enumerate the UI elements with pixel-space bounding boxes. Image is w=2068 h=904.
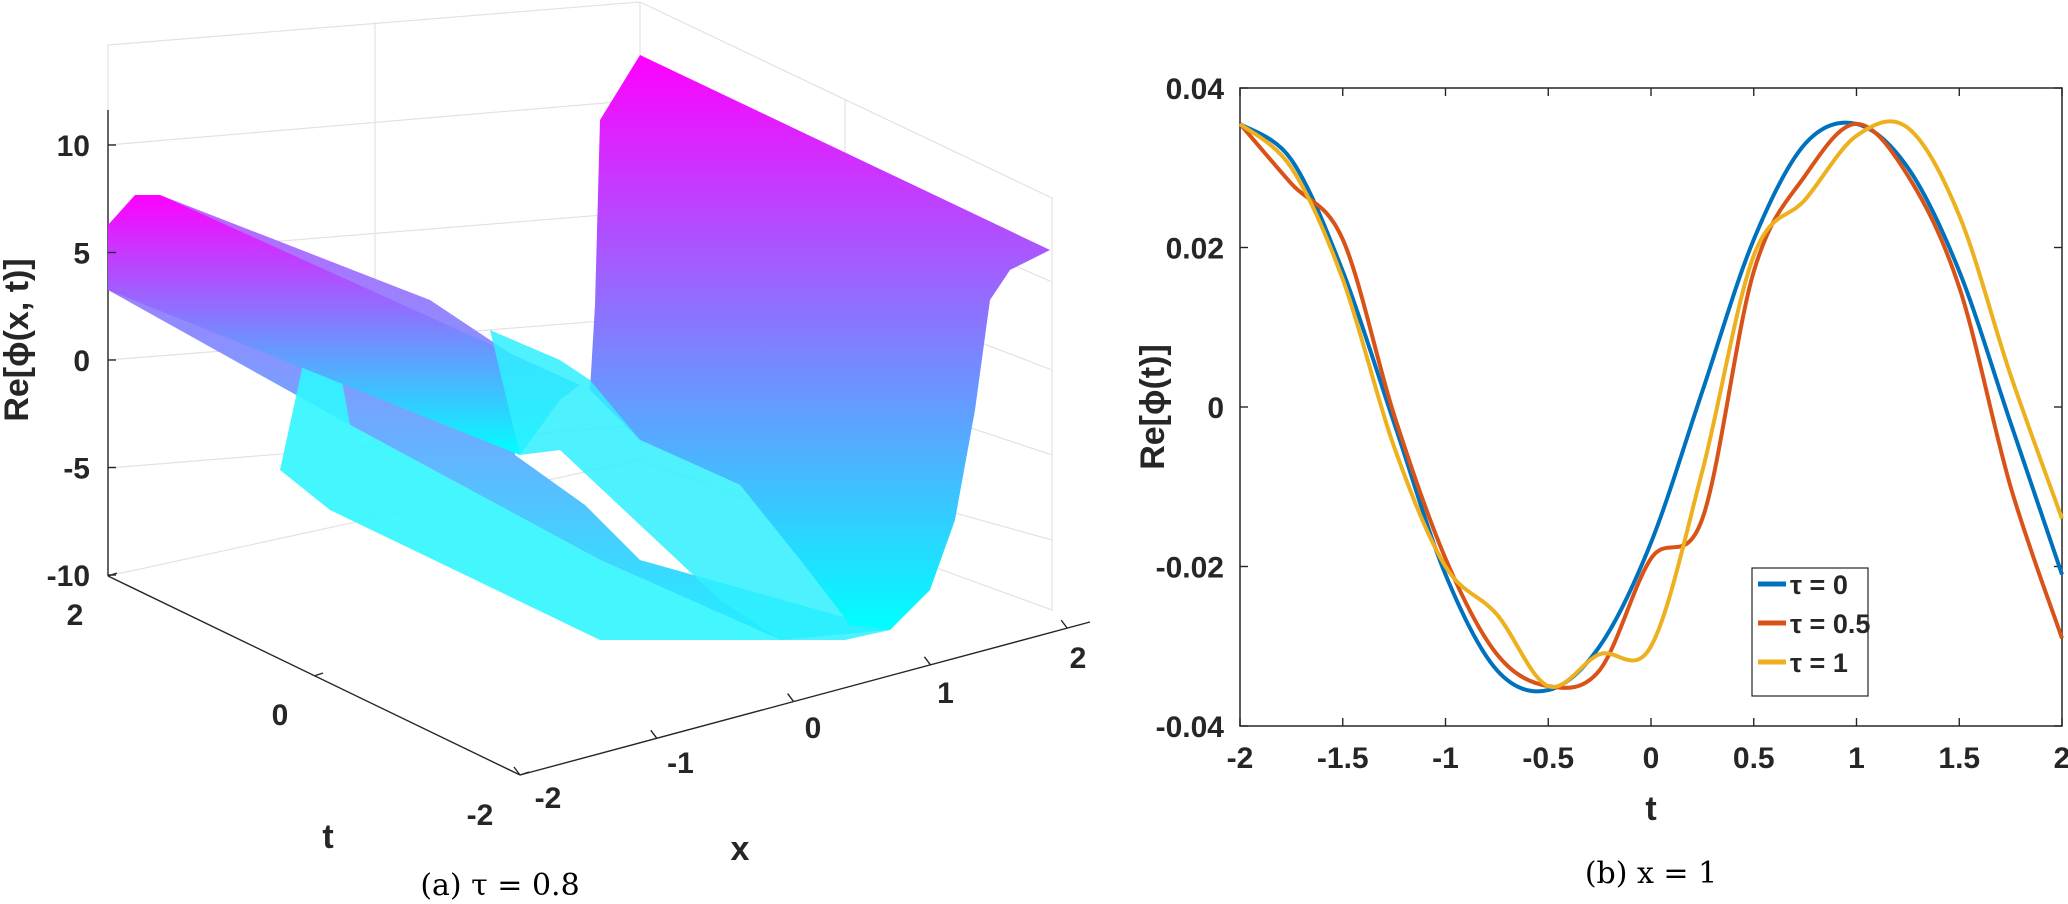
z-tick-label: -5: [63, 453, 90, 486]
y-tick-label-b: 0: [1207, 392, 1224, 425]
x-tick-label-b: 0: [1643, 742, 1660, 775]
t-axis-label: t: [322, 818, 333, 856]
legend-entry: τ = 1: [1790, 648, 1848, 678]
z-tick-label: 5: [73, 238, 90, 271]
x-axis-ticks-b: -2 -1.5 -1 -0.5 0 0.5 1 1.5 2: [1227, 88, 2068, 775]
t-axis-ticks: 2 0 -2: [67, 572, 530, 832]
legend-box: [1751, 567, 1869, 697]
caption-b: (b) x = 1: [1585, 856, 1717, 891]
x-tick-label: 2: [1070, 642, 1087, 675]
x-tick-label-b: -1: [1432, 742, 1459, 775]
x-tick-label-b: 1.5: [1938, 742, 1980, 775]
y-tick-label-b: 0.04: [1166, 73, 1225, 106]
x-tick-mark: [650, 729, 658, 739]
x-tick-mark: [1060, 619, 1068, 629]
x-tick-mark: [513, 766, 521, 776]
surface-plot: [108, 55, 1050, 640]
y-tick-label-b: -0.04: [1156, 711, 1225, 744]
legend: τ = 0 τ = 0.5 τ = 1: [1751, 567, 1870, 697]
series-lines: [1238, 119, 2064, 694]
z-axis-label: Re[ϕ(x, t)]: [0, 258, 36, 421]
t-tick-mark: [313, 672, 324, 677]
y-axis-ticks-b: 0.04 0.02 0 -0.02 -0.04: [1156, 73, 2062, 744]
z-tick-label: -10: [47, 560, 90, 593]
caption-a: (a) τ = 0.8: [420, 868, 579, 903]
series-line-2: [1238, 119, 2064, 689]
x-tick-label: 0: [805, 712, 822, 745]
t-tick-mark: [519, 771, 530, 776]
y-axis-label-b: Re[ϕ(t)]: [1134, 344, 1172, 470]
x-axis-label-b: t: [1645, 790, 1656, 828]
x-tick-mark: [923, 656, 931, 666]
panel-b-line-plot: -2 -1.5 -1 -0.5 0 0.5 1 1.5 2 0.04 0.02 0 -0.02 -0.0…: [1134, 73, 2068, 891]
series-line-0: [1238, 120, 2064, 694]
x-tick-label-b: -0.5: [1522, 742, 1574, 775]
t-tick-label: -2: [467, 799, 494, 832]
legend-entry: τ = 0.5: [1790, 609, 1870, 639]
x-axis-ticks: -2 -1 0 1 2: [513, 619, 1087, 815]
x-tick-label-b: 1: [1848, 742, 1865, 775]
z-tick-label: 0: [73, 345, 90, 378]
series-line-1: [1238, 121, 2064, 690]
x-tick-label-b: -1.5: [1317, 742, 1369, 775]
t-tick-label: 2: [67, 599, 84, 632]
x-tick-label-b: 2: [2054, 742, 2068, 775]
x-tick-label: -1: [667, 747, 694, 780]
x-tick-label: 1: [937, 677, 954, 710]
x-axis-label: x: [731, 830, 750, 868]
t-tick-label: 0: [272, 699, 289, 732]
t-tick-mark: [107, 572, 118, 577]
legend-entry: τ = 0: [1790, 570, 1848, 600]
x-tick-label-b: -2: [1227, 742, 1254, 775]
x-tick-label: -2: [535, 782, 562, 815]
plot-area: [1239, 87, 2063, 727]
z-axis-ticks: 10 5 0 -5 -10: [47, 130, 116, 593]
x-tick-label-b: 0.5: [1733, 742, 1775, 775]
x-tick-mark: [787, 693, 795, 702]
y-tick-label-b: -0.02: [1156, 552, 1224, 585]
z-tick-label: 10: [57, 130, 90, 163]
y-tick-label-b: 0.02: [1166, 233, 1224, 266]
